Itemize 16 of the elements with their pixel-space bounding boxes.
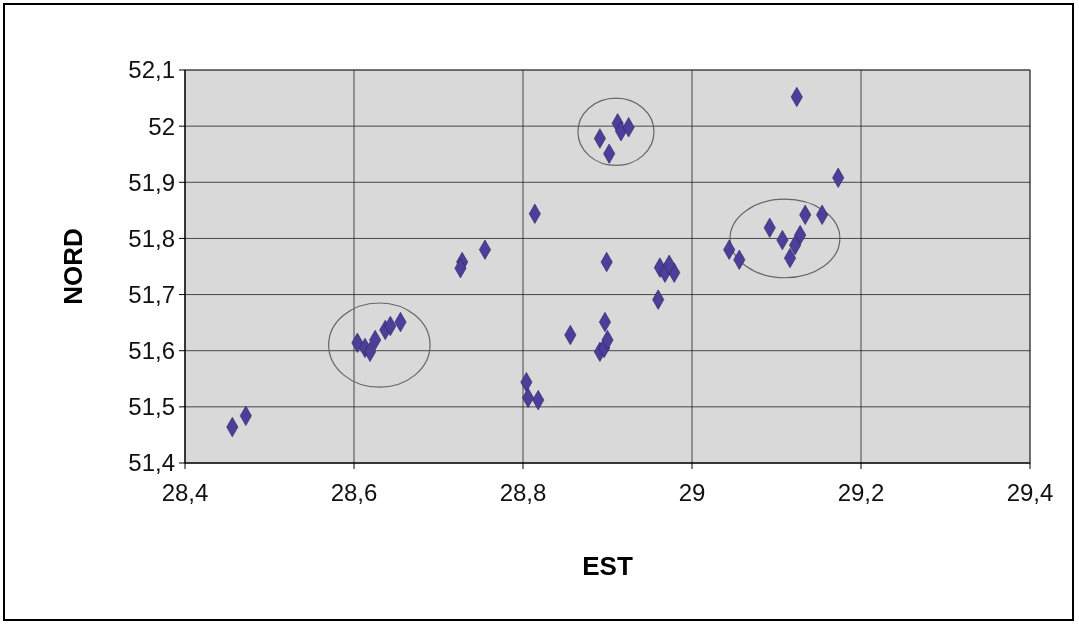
y-tick-label: 51,5 <box>128 393 175 421</box>
y-tick-label: 51,4 <box>128 449 175 477</box>
x-tick-label: 29,2 <box>837 479 885 506</box>
x-tick-label: 29 <box>678 479 706 506</box>
x-tick-label: 28,4 <box>161 479 209 506</box>
y-tick-label: 51,6 <box>128 337 175 365</box>
x-tick-label: 28,6 <box>330 479 378 506</box>
y-tick-label: 51,9 <box>128 168 175 196</box>
y-axis-title: NORD <box>58 228 88 305</box>
y-tick-label: 52,1 <box>128 56 175 84</box>
x-tick-label: 28,8 <box>499 479 547 506</box>
x-tick-label: 29,4 <box>1006 479 1054 506</box>
y-tick-label: 52 <box>148 112 175 140</box>
y-tick-label: 51,8 <box>128 224 175 252</box>
y-tick-label: 51,7 <box>128 280 175 308</box>
x-axis-title: EST <box>582 551 633 581</box>
